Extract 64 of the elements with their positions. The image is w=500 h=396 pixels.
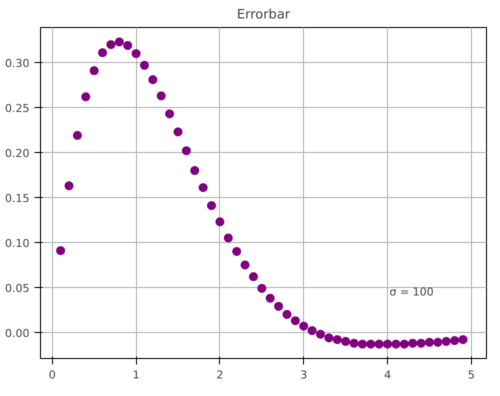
- point: [383, 340, 392, 349]
- annotation: σ = 100: [390, 286, 434, 298]
- y-tick-label: 0.15: [5, 192, 30, 205]
- x-tick-label: 5: [468, 368, 475, 382]
- y-tick-label: 0.25: [5, 102, 30, 116]
- y-tick-label: 0.20: [5, 147, 30, 160]
- x-tick-label: 2: [216, 368, 224, 382]
- point: [290, 316, 300, 326]
- point: [98, 48, 108, 58]
- point: [132, 49, 141, 58]
- point: [64, 181, 74, 190]
- x-tick-label: 0: [48, 368, 56, 382]
- point: [299, 322, 308, 331]
- point: [341, 336, 350, 346]
- point: [156, 91, 166, 100]
- point: [282, 310, 292, 319]
- point: [433, 338, 442, 347]
- point: [391, 340, 400, 349]
- point: [324, 333, 334, 342]
- point: [123, 40, 132, 50]
- y-tick-label: 0.30: [5, 57, 30, 70]
- point: [215, 217, 224, 226]
- point: [72, 130, 82, 140]
- point: [106, 40, 116, 50]
- y-tick-label: 0.00: [5, 326, 30, 340]
- x-tick-label: 4: [384, 368, 392, 382]
- point: [248, 272, 258, 282]
- point: [148, 75, 158, 84]
- point: [257, 284, 266, 293]
- point: [140, 60, 149, 70]
- point: [198, 183, 208, 192]
- point: [316, 330, 326, 339]
- chart-title: Errorbar: [236, 8, 291, 22]
- point: [458, 335, 468, 344]
- point: [81, 92, 90, 102]
- point: [358, 340, 367, 349]
- point: [232, 246, 242, 256]
- point: [190, 166, 200, 176]
- point: [224, 233, 233, 242]
- point: [114, 37, 124, 46]
- point: [173, 127, 182, 136]
- y-tick-label: 0.05: [5, 282, 30, 295]
- point: [442, 336, 451, 346]
- point: [266, 294, 275, 303]
- point: [90, 66, 99, 76]
- point: [182, 146, 191, 156]
- point: [374, 340, 384, 349]
- point: [408, 338, 418, 348]
- point: [450, 336, 460, 346]
- point: [366, 340, 376, 349]
- point: [274, 302, 284, 311]
- point: [400, 340, 409, 349]
- point: [416, 338, 426, 348]
- point: [165, 109, 174, 118]
- point: [207, 201, 216, 210]
- point: [308, 326, 317, 336]
- point: [240, 260, 250, 270]
- point: [56, 246, 66, 256]
- y-tick-label: 0.10: [5, 236, 30, 250]
- point: [424, 338, 434, 347]
- point: [350, 338, 359, 348]
- point: [332, 335, 342, 344]
- x-tick-label: 1: [132, 368, 140, 382]
- x-tick-label: 3: [300, 368, 308, 382]
